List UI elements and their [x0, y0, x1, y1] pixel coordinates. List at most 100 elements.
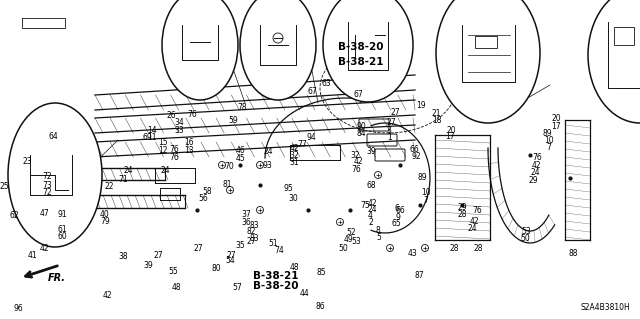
Ellipse shape: [436, 0, 540, 123]
Text: 3: 3: [387, 126, 392, 135]
Text: 39: 39: [366, 147, 376, 156]
Text: 27: 27: [193, 244, 204, 253]
Text: 76: 76: [532, 153, 543, 162]
Text: 23: 23: [22, 157, 33, 166]
Text: 7: 7: [547, 143, 552, 152]
Text: 88: 88: [568, 249, 577, 258]
Text: 31: 31: [289, 158, 300, 167]
Text: 92: 92: [411, 152, 421, 161]
Text: 83: 83: [250, 234, 260, 243]
Text: 20: 20: [446, 126, 456, 135]
Text: 96: 96: [13, 304, 23, 313]
Text: 24: 24: [264, 147, 274, 156]
Text: 35: 35: [235, 241, 245, 250]
Ellipse shape: [588, 0, 640, 123]
Text: 60: 60: [57, 232, 67, 241]
Text: 49: 49: [344, 235, 354, 244]
Text: 69: 69: [142, 133, 152, 142]
Text: 72: 72: [42, 172, 52, 181]
Text: 36: 36: [241, 218, 252, 227]
Text: 32: 32: [289, 151, 300, 160]
Text: 72: 72: [42, 188, 52, 197]
Text: 81: 81: [223, 180, 232, 189]
Text: 61: 61: [57, 225, 67, 234]
Text: 28: 28: [474, 244, 483, 253]
Text: 56: 56: [198, 194, 209, 203]
Text: 15: 15: [158, 138, 168, 147]
Ellipse shape: [323, 0, 413, 102]
Text: 43: 43: [408, 249, 418, 258]
Text: 30: 30: [288, 194, 298, 203]
Text: 9: 9: [396, 213, 401, 222]
Text: 8: 8: [375, 226, 380, 235]
Text: 53: 53: [351, 237, 362, 246]
Ellipse shape: [162, 0, 238, 100]
Text: 50: 50: [520, 234, 530, 243]
Text: 52: 52: [346, 228, 356, 237]
Text: 71: 71: [118, 175, 129, 184]
Text: 78: 78: [237, 103, 247, 112]
Text: 20: 20: [552, 115, 562, 123]
Ellipse shape: [8, 103, 102, 247]
Text: FR.: FR.: [48, 273, 66, 283]
Text: 70: 70: [224, 162, 234, 171]
Text: 84: 84: [356, 129, 367, 138]
Text: 74: 74: [275, 246, 285, 255]
Text: 27: 27: [227, 251, 237, 260]
Text: 24: 24: [531, 168, 541, 177]
Text: 41: 41: [27, 251, 37, 260]
Text: 27: 27: [390, 108, 401, 117]
Text: 6: 6: [394, 204, 399, 213]
Text: 68: 68: [366, 181, 376, 189]
Text: 67: 67: [353, 90, 364, 99]
Text: 1: 1: [387, 133, 392, 142]
Text: 54: 54: [225, 256, 236, 265]
Text: 21: 21: [432, 109, 441, 118]
Text: 13: 13: [184, 146, 194, 155]
Ellipse shape: [240, 0, 316, 100]
Text: B-38-20: B-38-20: [253, 280, 298, 291]
Text: 91: 91: [57, 210, 67, 219]
Text: B-38-20: B-38-20: [338, 42, 383, 52]
Text: 24: 24: [467, 224, 477, 233]
Text: 76: 76: [472, 206, 482, 215]
Text: 67: 67: [307, 87, 317, 96]
Text: 37: 37: [241, 210, 252, 219]
Text: 76: 76: [169, 145, 179, 154]
Text: 76: 76: [187, 110, 197, 119]
Text: 39: 39: [143, 261, 154, 270]
Text: 64: 64: [48, 132, 58, 141]
Text: 40: 40: [99, 210, 109, 219]
Text: 95: 95: [283, 184, 293, 193]
Text: 42: 42: [40, 244, 50, 253]
Text: 87: 87: [414, 271, 424, 280]
Text: 38: 38: [118, 252, 129, 261]
Text: S2A4B3810H: S2A4B3810H: [580, 303, 630, 313]
Text: 7: 7: [423, 196, 428, 204]
Text: 22: 22: [104, 182, 113, 191]
Text: 82: 82: [247, 227, 256, 236]
Text: 29: 29: [528, 176, 538, 185]
Text: B-38-21: B-38-21: [338, 57, 383, 67]
Text: 10: 10: [544, 137, 554, 145]
Text: 66: 66: [410, 145, 420, 154]
Text: 19: 19: [416, 101, 426, 110]
Text: 42: 42: [289, 144, 300, 153]
Text: 14: 14: [147, 126, 157, 135]
Text: 17: 17: [550, 122, 561, 130]
Text: 93: 93: [262, 161, 273, 170]
Text: 42: 42: [367, 199, 378, 208]
Text: 44: 44: [299, 289, 309, 298]
Text: 24: 24: [367, 205, 378, 214]
Text: 51: 51: [268, 239, 278, 248]
Text: 18: 18: [432, 116, 441, 125]
Text: 11: 11: [147, 133, 156, 142]
Text: 76: 76: [169, 153, 179, 162]
Text: 77: 77: [297, 140, 307, 149]
Text: 10: 10: [420, 189, 431, 197]
Text: 48: 48: [171, 283, 181, 292]
Text: 94: 94: [307, 133, 317, 142]
Text: 47: 47: [40, 209, 50, 218]
Text: 42: 42: [102, 291, 113, 300]
Text: 76: 76: [351, 165, 362, 174]
